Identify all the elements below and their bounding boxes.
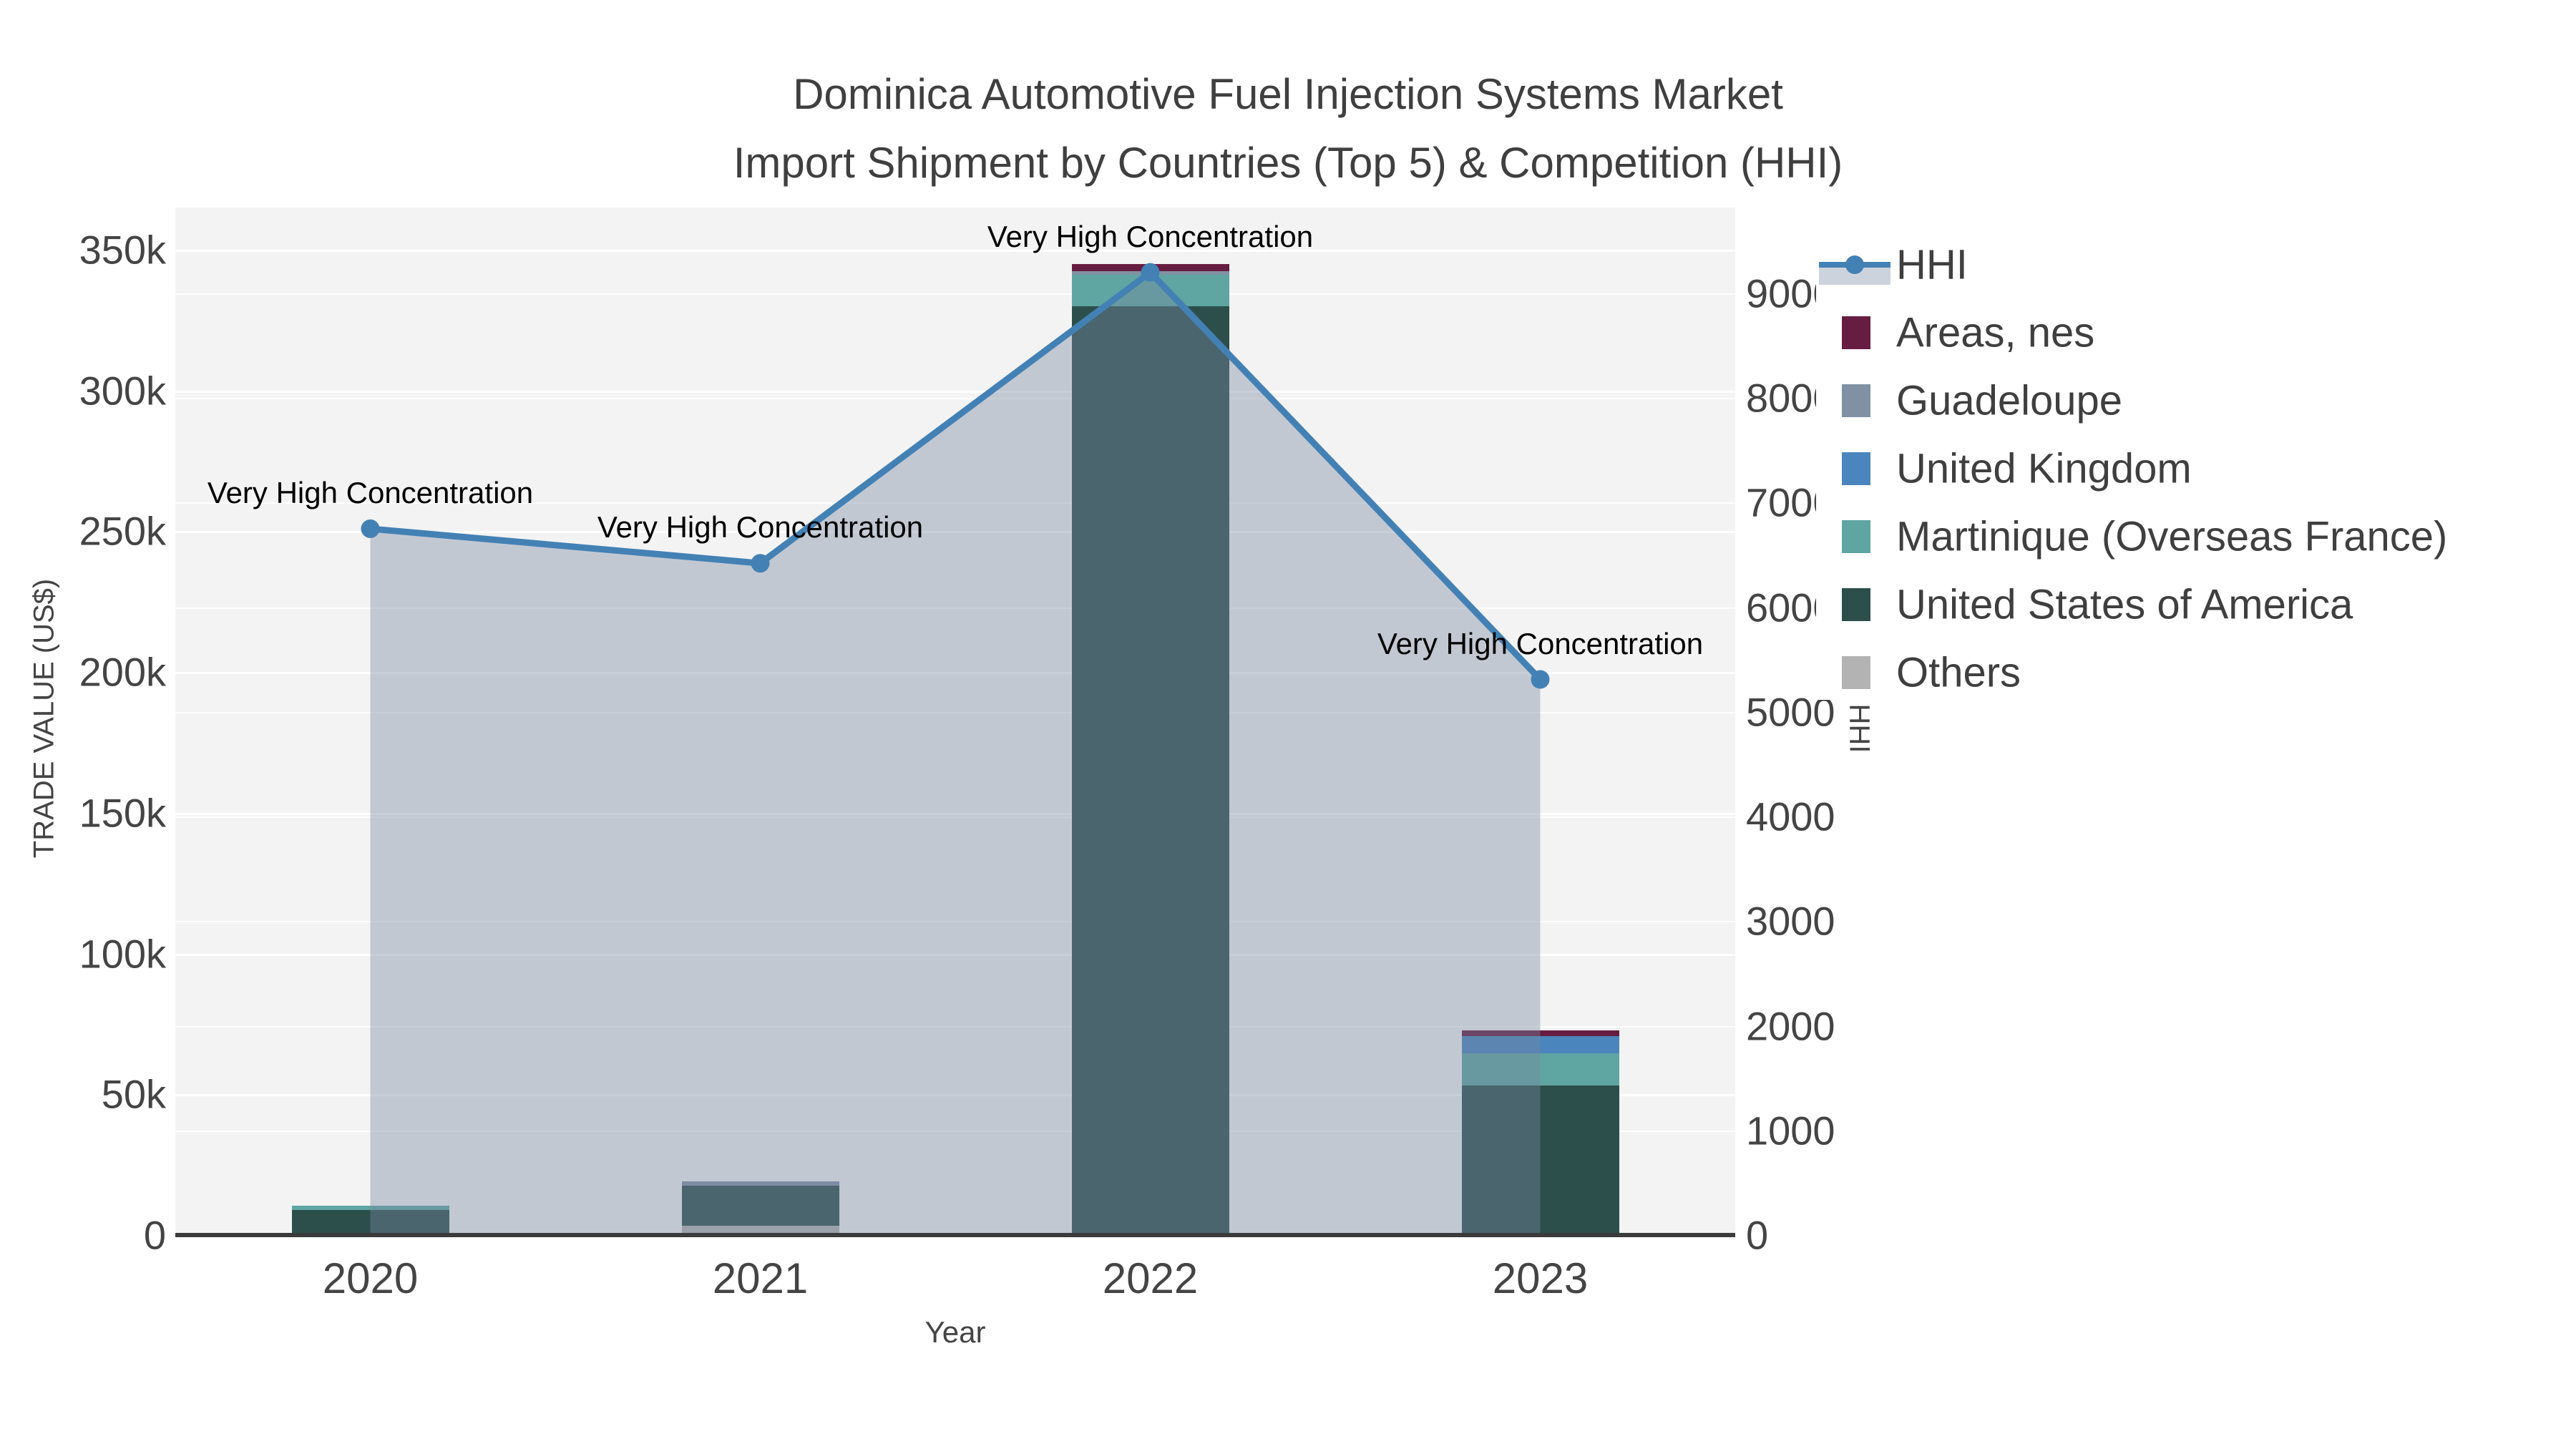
hhi-marker-2021[interactable] [751,554,770,573]
legend-label: HHI [1896,241,1968,288]
y-axis-right-title: HHI [1843,703,1875,753]
gridline-trade-value [175,1094,1735,1097]
annotation-2020: Very High Concentration [207,475,534,509]
y-left-tick-label: 50k [101,1071,166,1117]
y-left-tick-label: 0 [143,1212,166,1258]
legend-label: United States of America [1896,581,2353,628]
gridline-hhi [175,921,1735,923]
legend-hhi-marker-swatch [1845,255,1864,274]
hhi-marker-2020[interactable] [361,519,380,538]
legend-color-swatch [1842,452,1870,485]
legend-item-united-states-of-america[interactable]: United States of America [1816,580,2572,630]
chart-title-line1: Dominica Automotive Fuel Injection Syste… [793,70,1783,118]
legend-color-swatch [1842,384,1870,417]
legend-color-swatch [1842,316,1870,349]
bar-segment-martinique-overseas-france--2023[interactable] [1461,1053,1619,1086]
hhi-marker-2023[interactable] [1531,670,1550,689]
y-left-tick-label: 350k [79,227,166,273]
bar-segment-areas-nes-2023[interactable] [1461,1030,1619,1036]
x-axis-line [175,1233,1735,1237]
annotation-2023: Very High Concentration [1377,626,1704,660]
x-tick-label-2021: 2021 [712,1254,809,1302]
y-left-tick-label: 100k [79,931,166,977]
legend-item-areas-nes[interactable]: Areas, nes [1816,308,2572,358]
gridline-hhi [175,711,1735,713]
y-right-tick-label: 0 [1746,1212,1769,1258]
legend-item-martinique-overseas-france-[interactable]: Martinique (Overseas France) [1816,512,2572,562]
gridline-hhi [175,1025,1735,1028]
legend-item-united-kingdom[interactable]: United Kingdom [1816,444,2572,494]
legend: HHI Areas, nes Guadeloupe United Kingdom Mar… [1816,236,2572,700]
gridline-hhi [175,607,1735,609]
gridline-hhi [175,398,1735,400]
annotation-2022: Very High Concentration [987,219,1314,253]
legend-item-hhi[interactable]: HHI [1816,240,2572,290]
bar-segment-united-states-of-america-2020[interactable] [291,1209,449,1235]
y-left-tick-label: 250k [79,508,166,554]
x-axis-title: Year [924,1315,986,1349]
gridline-hhi [175,1130,1735,1132]
hhi-line-area-overlay [361,263,1550,1235]
gridline-hhi [175,293,1735,295]
chart-title-line2: Import Shipment by Countries (Top 5) & C… [733,139,1843,187]
x-tick-label-2022: 2022 [1102,1254,1199,1302]
legend-label: Areas, nes [1896,309,2095,356]
y-right-tick-label: 1000 [1746,1108,1835,1153]
legend-color-swatch [1842,520,1870,553]
legend-label: Martinique (Overseas France) [1896,513,2448,560]
legend-color-swatch [1842,588,1870,621]
x-tick-label-2020: 2020 [322,1254,419,1302]
hhi-marker-2022[interactable] [1141,263,1160,282]
gridline-hhi [175,816,1735,819]
hhi-area-fill [370,272,1541,1235]
y-right-tick-label: 3000 [1746,898,1835,944]
bar-segment-united-states-of-america-2023[interactable] [1461,1085,1619,1235]
gridline-trade-value [175,672,1735,675]
bar-segment-martinique-overseas-france--2020[interactable] [291,1205,449,1210]
legend-item-guadeloupe[interactable]: Guadeloupe [1816,376,2572,426]
x-tick-label-2023: 2023 [1492,1254,1589,1302]
bar-segment-united-kingdom-2023[interactable] [1461,1035,1619,1053]
bar-segment-others-2021[interactable] [681,1226,839,1235]
legend-color-swatch [1842,656,1870,689]
gridline-hhi [175,502,1735,504]
bar-segment-united-states-of-america-2022[interactable] [1071,306,1229,1235]
y-axis-left-title: TRADE VALUE (US$) [28,578,60,859]
y-left-tick-label: 300k [79,368,166,414]
legend-label: United Kingdom [1896,445,2192,492]
hhi-line [370,268,1543,682]
bar-segment-united-states-of-america-2021[interactable] [681,1186,839,1226]
y-left-tick-label: 200k [79,649,166,695]
gridline-trade-value [175,531,1735,534]
bar-segment-guadeloupe-2021[interactable] [681,1181,839,1186]
gridline-trade-value [175,250,1735,252]
legend-label: Others [1896,649,2021,696]
y-right-tick-label: 4000 [1746,794,1835,839]
legend-item-others[interactable]: Others [1816,648,2572,698]
gridline-trade-value [175,812,1735,815]
gridline-trade-value [175,390,1735,393]
y-left-tick-label: 150k [79,790,166,836]
gridline-trade-value [175,953,1735,956]
annotation-2021: Very High Concentration [597,510,924,545]
chart-title: Dominica Automotive Fuel Injection Syste… [0,60,2576,197]
y-right-tick-label: 2000 [1746,1003,1835,1049]
legend-label: Guadeloupe [1896,377,2123,424]
